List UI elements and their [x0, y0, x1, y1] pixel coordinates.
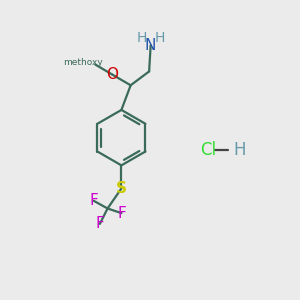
- Text: H: H: [136, 31, 147, 44]
- Text: F: F: [95, 216, 104, 231]
- Text: F: F: [89, 193, 98, 208]
- Text: methoxy: methoxy: [63, 58, 103, 68]
- Text: Cl: Cl: [200, 141, 216, 159]
- Text: H: H: [233, 141, 246, 159]
- Text: O: O: [106, 67, 118, 82]
- Text: H: H: [155, 31, 165, 44]
- Text: F: F: [117, 206, 126, 220]
- Text: N: N: [145, 38, 156, 53]
- Text: S: S: [116, 181, 127, 196]
